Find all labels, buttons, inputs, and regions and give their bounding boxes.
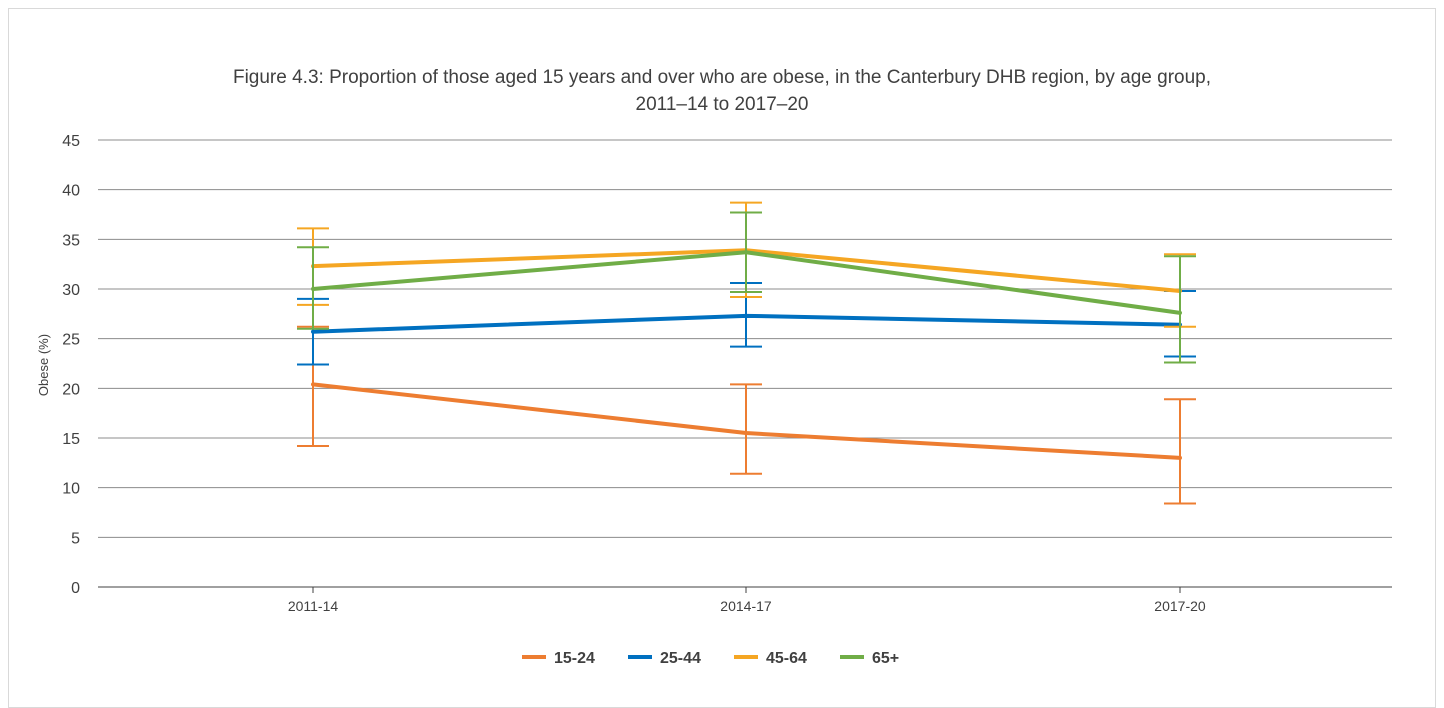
line-chart: Figure 4.3: Proportion of those aged 15 … bbox=[0, 0, 1444, 690]
legend-label-25-44: 25-44 bbox=[660, 650, 701, 667]
y-tick-label-40: 40 bbox=[62, 183, 80, 200]
y-tick-label-20: 20 bbox=[62, 381, 80, 398]
y-tick-label-25: 25 bbox=[62, 332, 80, 349]
y-tick-label-0: 0 bbox=[71, 580, 80, 597]
legend-label-15-24: 15-24 bbox=[554, 650, 595, 667]
error-bar-15-24-2014-17 bbox=[730, 384, 762, 473]
legend: 15-24 25-44 45-64 65+ bbox=[522, 650, 899, 667]
legend-item-15-24: 15-24 bbox=[522, 650, 595, 667]
legend-label-45-64: 45-64 bbox=[766, 650, 807, 667]
y-axis-label: Obese (%) bbox=[36, 334, 51, 396]
y-tick-label-30: 30 bbox=[62, 282, 80, 299]
x-tick-label-2011-14: 2011-14 bbox=[288, 598, 339, 614]
chart-title-line-2: 2011–14 to 2017–20 bbox=[636, 94, 809, 115]
legend-item-45-64: 45-64 bbox=[734, 650, 807, 667]
legend-item-25-44: 25-44 bbox=[628, 650, 701, 667]
legend-item-65+: 65+ bbox=[840, 650, 899, 667]
legend-label-65+: 65+ bbox=[872, 650, 899, 667]
x-tick-label-2017-20: 2017-20 bbox=[1154, 598, 1206, 614]
y-axis-ticks: 0 5 10 15 20 25 30 35 40 45 bbox=[62, 133, 80, 597]
x-tick-label-2014-17: 2014-17 bbox=[720, 598, 772, 614]
series-15-24 bbox=[297, 327, 1196, 504]
chart-title-line-1: Figure 4.3: Proportion of those aged 15 … bbox=[233, 67, 1211, 88]
x-axis-ticks: 2011-14 2014-17 2017-20 bbox=[288, 587, 1206, 614]
y-tick-label-15: 15 bbox=[62, 431, 80, 448]
y-tick-label-10: 10 bbox=[62, 481, 80, 498]
y-tick-label-5: 5 bbox=[71, 530, 80, 547]
y-tick-label-35: 35 bbox=[62, 232, 80, 249]
y-tick-label-45: 45 bbox=[62, 133, 80, 150]
series-group bbox=[297, 203, 1196, 504]
